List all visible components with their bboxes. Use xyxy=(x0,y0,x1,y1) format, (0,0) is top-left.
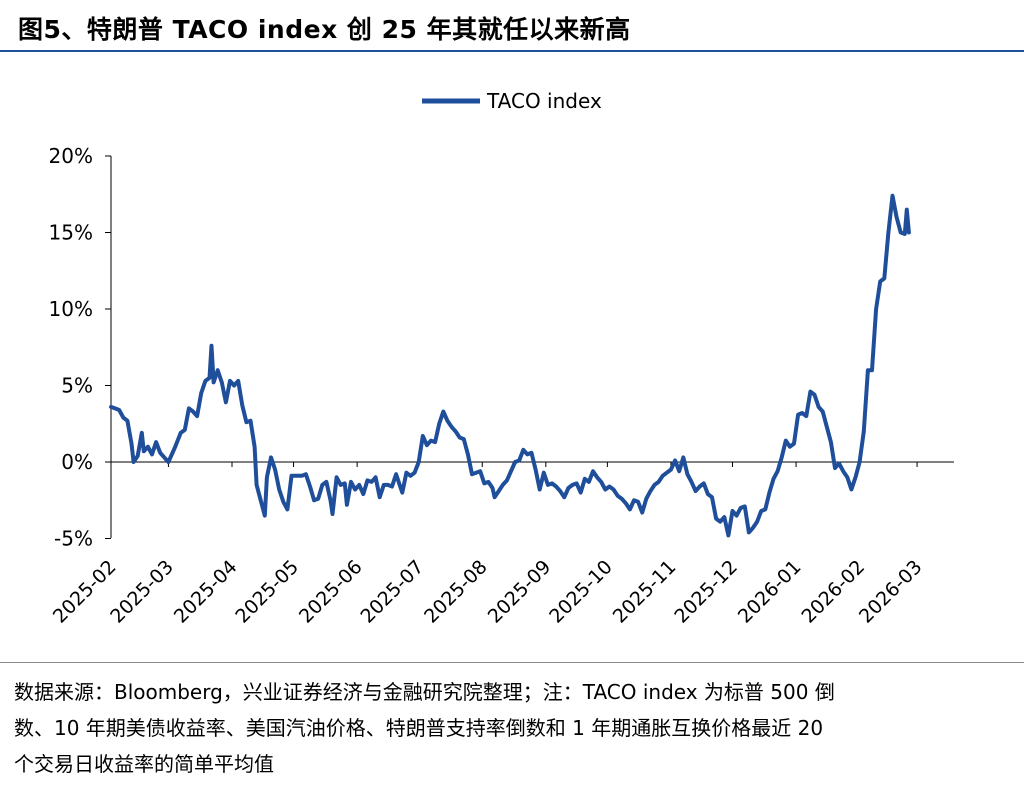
x-tick-label: 2025-05 xyxy=(231,556,303,628)
x-tick-label: 2025-04 xyxy=(170,556,242,628)
x-tick-label: 2025-07 xyxy=(357,556,429,628)
x-tick-label: 2025-11 xyxy=(609,556,681,628)
footer-rule xyxy=(0,662,1024,663)
data-points xyxy=(109,194,911,537)
x-tick-label: 2025-08 xyxy=(420,556,492,628)
title-rule xyxy=(0,50,1024,52)
chart-title: 图5、特朗普 TACO index 创 25 年其就任以来新高 xyxy=(18,15,631,44)
y-tick-label: 0% xyxy=(61,450,93,474)
x-tick-label: 2025-12 xyxy=(670,556,742,628)
y-tick-label: 5% xyxy=(61,374,93,398)
legend: TACO index xyxy=(422,89,602,113)
x-tick-label: 2026-01 xyxy=(734,556,806,628)
y-tick-label: 15% xyxy=(49,221,93,245)
source-note-line-3: 个交易日收益率的简单平均值 xyxy=(14,752,274,776)
line-chart: TACO index 20% 15% 10% 5% 0% -5% 2025-022025-… xyxy=(49,89,954,628)
y-tick-label: 10% xyxy=(49,297,93,321)
x-tick-label: 2025-10 xyxy=(545,556,617,628)
x-tick-label: 2025-09 xyxy=(484,556,556,628)
y-tick-labels: 20% 15% 10% 5% 0% -5% xyxy=(49,144,111,551)
x-tick-labels: 2025-022025-032025-042025-052025-062025-… xyxy=(49,462,927,628)
source-note: 数据来源：Bloomberg，兴业证券经济与金融研究院整理；注：TACO ind… xyxy=(14,674,1014,782)
y-tick-label: -5% xyxy=(54,527,93,551)
source-note-line-2: 数、10 年期美债收益率、美国汽油价格、特朗普支持率倒数和 1 年期通胀互换价格… xyxy=(14,716,824,740)
x-tick-label: 2025-06 xyxy=(295,556,367,628)
source-note-line-1: 数据来源：Bloomberg，兴业证券经济与金融研究院整理；注：TACO ind… xyxy=(14,680,835,704)
x-tick-label: 2025-03 xyxy=(106,556,178,628)
y-tick-label: 20% xyxy=(49,144,93,168)
series-line-taco-index xyxy=(109,193,911,538)
legend-label: TACO index xyxy=(486,89,602,113)
x-tick-label: 2026-03 xyxy=(855,556,927,628)
